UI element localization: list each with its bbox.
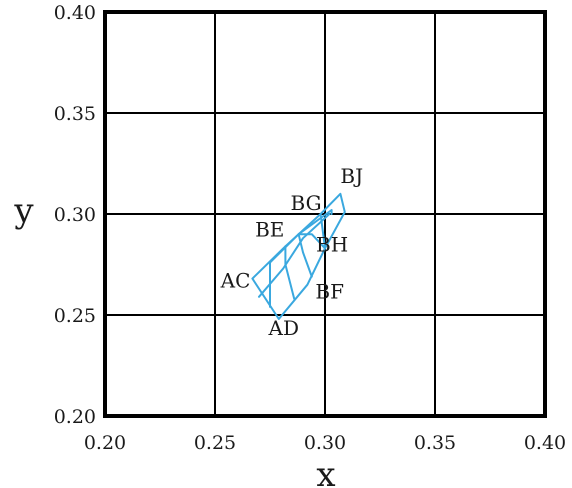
x-tick-label: 0.25 (194, 432, 236, 454)
point-label-ad: AD (268, 316, 299, 340)
point-label-bf: BF (315, 280, 344, 304)
x-tick-label: 0.30 (304, 432, 346, 454)
point-label-be: BE (255, 217, 284, 241)
point-label-bh: BH (316, 232, 348, 256)
y-tick-label: 0.30 (54, 204, 96, 226)
tick-labels: 0.20 0.25 0.30 0.35 0.40 0.20 0.25 0.30 0.35 0.40 (54, 2, 566, 454)
y-tick-label: 0.20 (54, 406, 96, 428)
y-axis-title: y (13, 191, 34, 231)
plot-frame (103, 10, 547, 418)
mesh-line (319, 213, 326, 250)
point-label-bg: BG (291, 191, 322, 215)
y-tick-label: 0.25 (54, 305, 96, 327)
mesh-line (284, 245, 296, 300)
y-tick-label: 0.40 (54, 2, 96, 24)
mesh-line (269, 209, 333, 264)
mesh-line (297, 233, 326, 250)
point-label-ac: AC (220, 269, 251, 293)
mesh-line (297, 233, 313, 278)
point-label-bj: BJ (340, 164, 363, 188)
x-axis-title: x (316, 455, 335, 488)
mesh-line (258, 213, 331, 298)
x-tick-label: 0.40 (524, 432, 566, 454)
data-mesh (251, 192, 346, 320)
x-tick-label: 0.20 (84, 432, 126, 454)
y-tick-label: 0.35 (54, 103, 96, 125)
x-tick-label: 0.35 (414, 432, 456, 454)
point-labels: AC AD BE BF BG BH BJ (220, 164, 363, 340)
